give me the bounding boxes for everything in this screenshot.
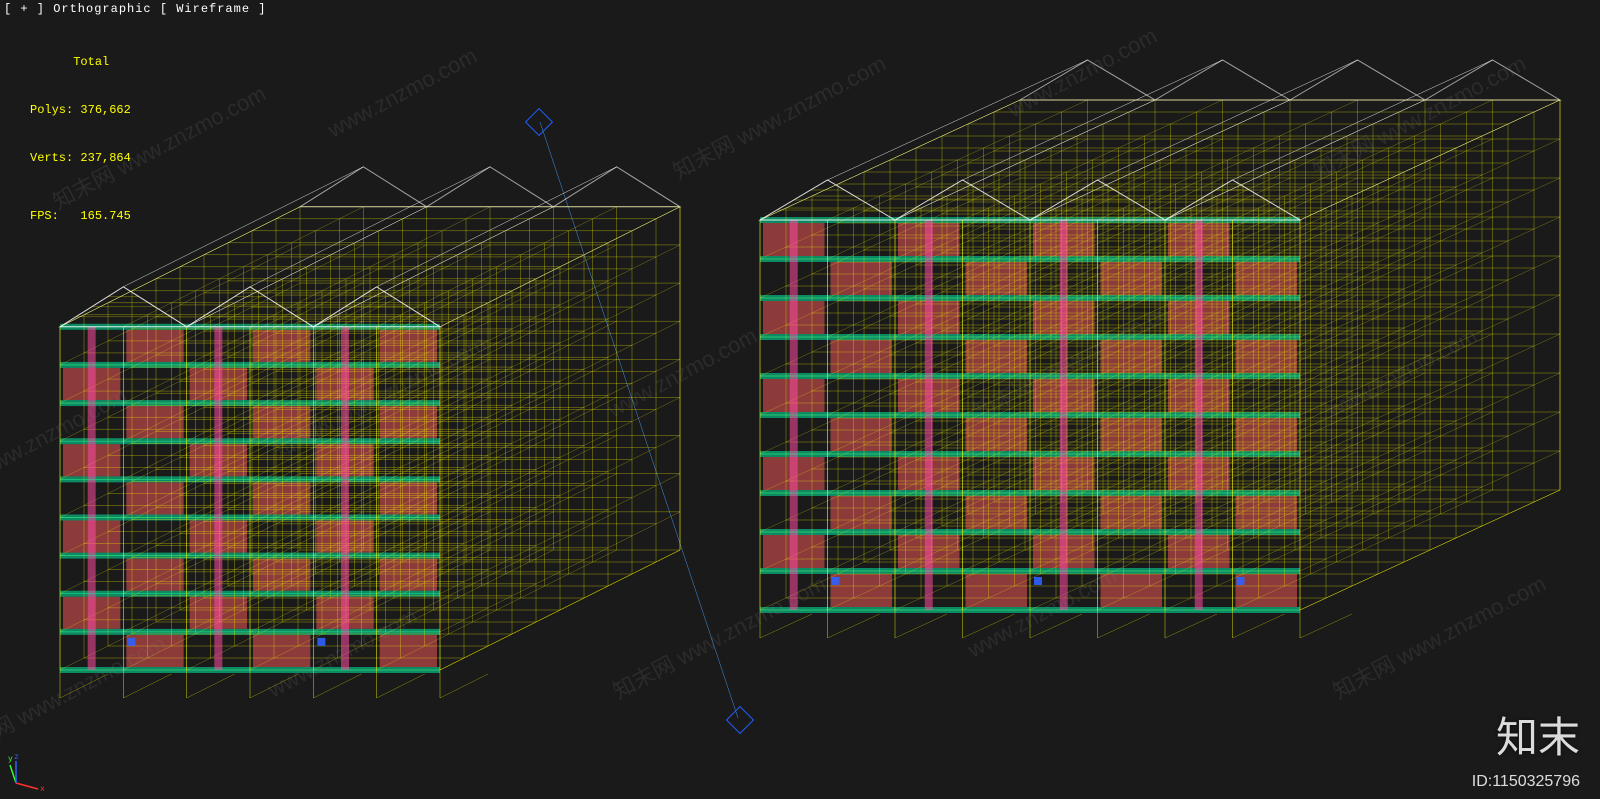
axis-gizmo[interactable]: x y z xyxy=(8,751,48,791)
wireframe-render xyxy=(0,0,1600,799)
axis-x-label: x xyxy=(40,785,45,791)
stats-fps: FPS: 165.745 xyxy=(30,208,131,224)
axis-z-label: z xyxy=(14,753,19,762)
viewport-label: [ + ] Orthographic [ Wireframe ] xyxy=(4,2,266,16)
axis-y-label: y xyxy=(8,755,13,764)
scene-stats: Total Polys: 376,662 Verts: 237,864 FPS:… xyxy=(30,22,131,240)
watermark-id: ID:1150325796 xyxy=(1472,773,1580,791)
watermark-brand: 知末 xyxy=(1496,704,1580,765)
stats-verts: Verts: 237,864 xyxy=(30,150,131,166)
stats-title: Total xyxy=(30,54,131,70)
viewport-3d-scene[interactable] xyxy=(0,0,1600,799)
stats-polys: Polys: 376,662 xyxy=(30,102,131,118)
